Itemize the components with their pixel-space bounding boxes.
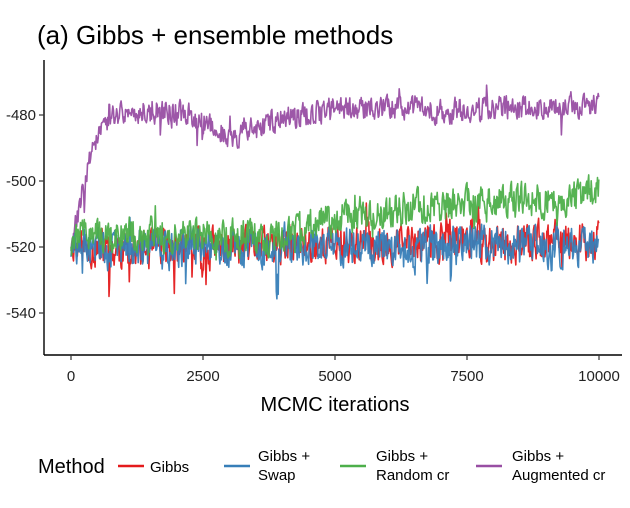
legend-item-random: Gibbs + Random cr [340,448,449,484]
legend-label: Gibbs + [512,448,564,465]
x-axis-title: MCMC iterations [261,394,410,416]
legend-item-augmented: Gibbs + Augmented cr [476,448,605,484]
series-line-random [70,174,600,261]
x-tick-label: 2500 [186,368,219,385]
x-tick-label: 10000 [578,368,620,385]
y-tick-label: -520 [6,239,36,256]
legend-label: Random cr [376,467,449,484]
legend-title: Method [38,456,105,478]
x-tick-label: 7500 [450,368,483,385]
x-tick-label: 0 [67,368,75,385]
y-tick-label: -480 [6,107,36,124]
legend-items: Gibbs Gibbs + Swap Gibbs + Random cr Gibbs + A… [118,448,605,484]
legend-label: Gibbs + [376,448,428,465]
y-axis-ticks: -480 -500 -520 -540 [6,107,44,322]
x-tick-label: 5000 [318,368,351,385]
y-tick-label: -540 [6,305,36,322]
chart-title: (a) Gibbs + ensemble methods [37,20,393,50]
legend-item-gibbs: Gibbs [118,459,189,476]
series-line-augmented [70,84,600,252]
legend-label: Gibbs + [258,448,310,465]
y-tick-label: -500 [6,173,36,190]
plot-area [70,84,600,300]
legend-label: Swap [258,467,296,484]
legend-label: Augmented cr [512,467,605,484]
x-axis-ticks: 0 2500 5000 7500 10000 [67,355,620,385]
legend-label: Gibbs [150,459,189,476]
legend-item-swap: Gibbs + Swap [224,448,310,484]
